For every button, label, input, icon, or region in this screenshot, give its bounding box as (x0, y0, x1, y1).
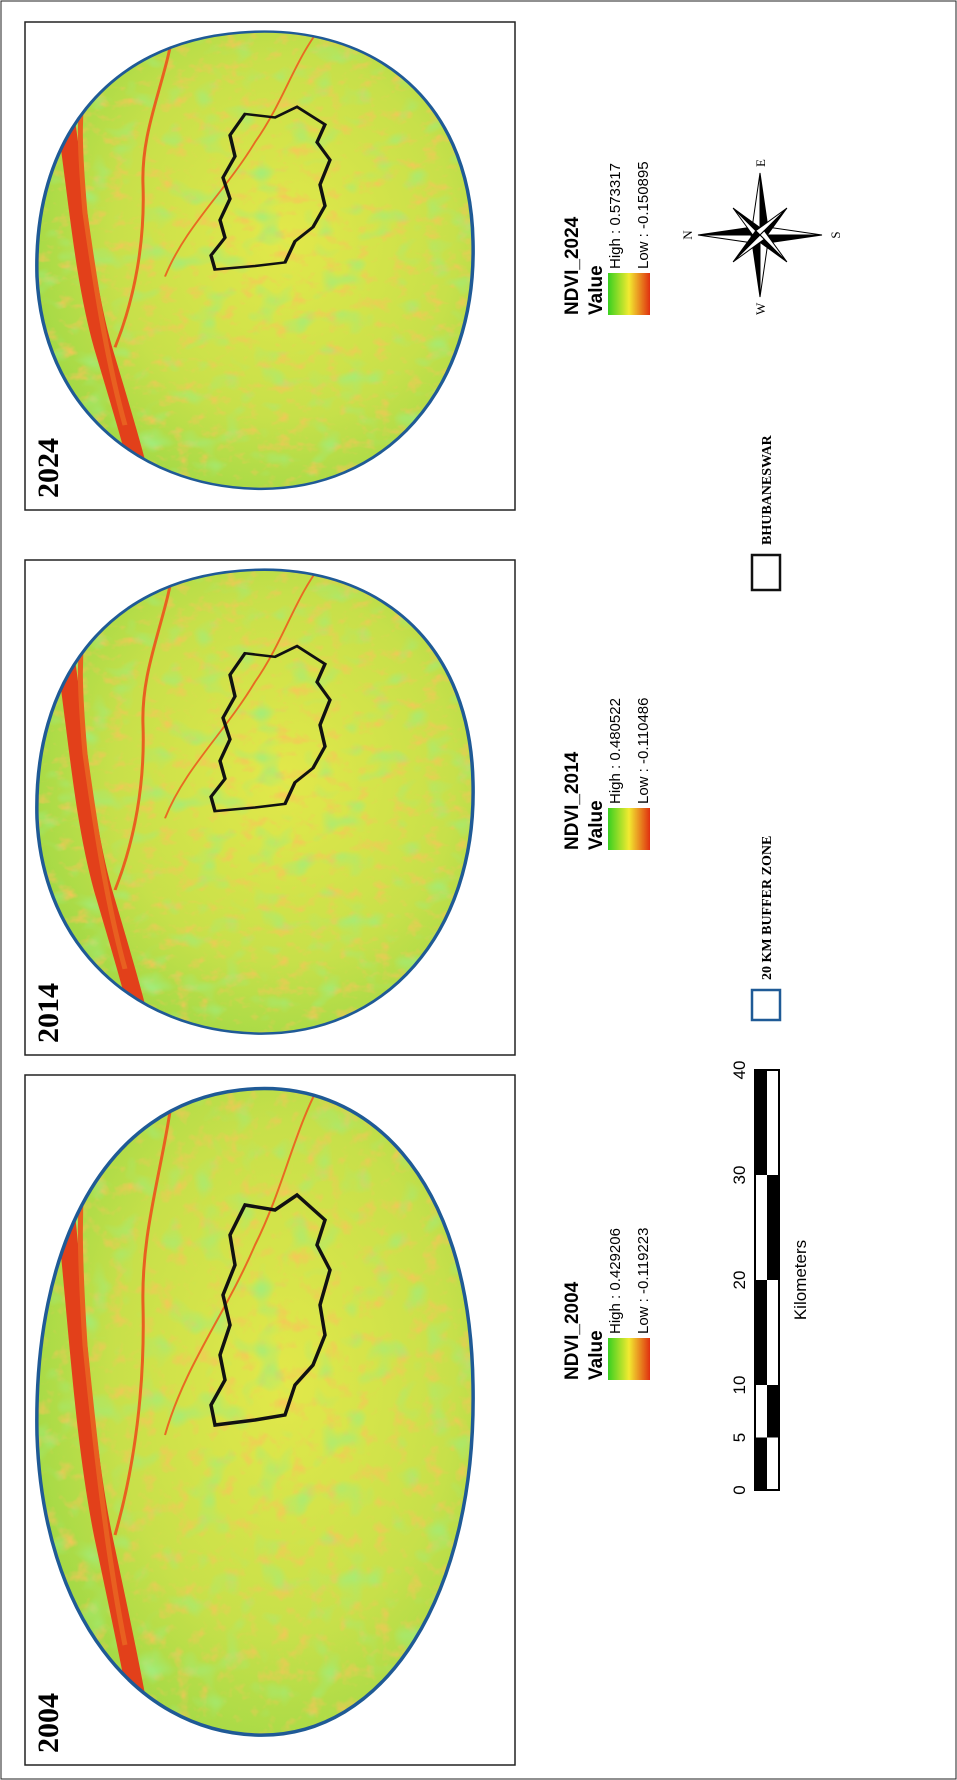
compass-e: E (753, 159, 768, 167)
scale-unit: Kilometers (791, 1240, 810, 1320)
compass-w: W (753, 302, 768, 315)
legend-title: NDVI_2004 (562, 1281, 583, 1380)
scale-segment (767, 1385, 779, 1438)
scale-tick-label: 40 (730, 1061, 749, 1080)
legend-colorbar (608, 273, 650, 315)
scale-segment (767, 1175, 779, 1280)
figure: 2004NDVI_2004ValueHigh : 0.429206Low : -… (0, 0, 957, 1780)
compass-s: S (828, 231, 843, 238)
year-label: 2014 (32, 983, 65, 1043)
scale-tick-label: 10 (730, 1376, 749, 1395)
year-label: 2004 (32, 1693, 65, 1753)
legend-high: High : 0.429206 (607, 1228, 624, 1334)
legend-high: High : 0.573317 (607, 163, 624, 269)
compass-rose (698, 173, 822, 297)
page: {"panels": [ {"year": "2004", "legend_ti… (0, 0, 957, 1780)
scale-segment (755, 1070, 767, 1175)
scale-tick-label: 30 (730, 1166, 749, 1185)
buffer-swatch (752, 990, 780, 1020)
compass-n: N (680, 230, 695, 240)
scale-tick-label: 20 (730, 1271, 749, 1290)
legend-high: High : 0.480522 (607, 698, 624, 804)
legend-low: Low : -0.119223 (635, 1228, 652, 1334)
scale-tick-label: 5 (730, 1433, 749, 1442)
city-label: BHUBANESWAR (760, 434, 775, 545)
legend-subtitle: Value (586, 800, 607, 850)
legend-low: Low : -0.110486 (635, 698, 652, 804)
legend-low: Low : -0.150895 (635, 161, 652, 269)
legend-title: NDVI_2024 (562, 216, 583, 315)
legend-colorbar (608, 1338, 650, 1380)
legend-title: NDVI_2014 (562, 751, 583, 850)
scale-tick-label: 0 (730, 1485, 749, 1494)
year-label: 2024 (32, 438, 65, 498)
scale-segment (755, 1438, 767, 1491)
scale-segment (755, 1280, 767, 1385)
legend-colorbar (608, 808, 650, 850)
buffer-label: 20 KM BUFFER ZONE (760, 836, 775, 980)
legend-subtitle: Value (586, 1330, 607, 1380)
legend-subtitle: Value (586, 265, 607, 315)
city-swatch (752, 555, 780, 590)
